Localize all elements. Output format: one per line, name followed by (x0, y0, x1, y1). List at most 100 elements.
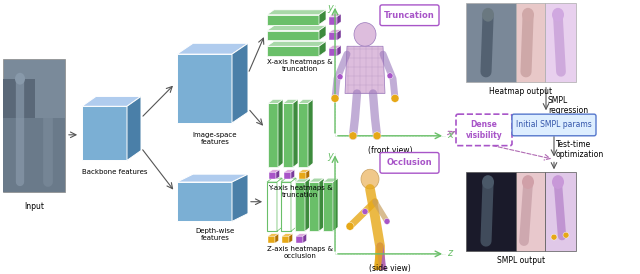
Polygon shape (268, 99, 283, 103)
Circle shape (387, 73, 393, 79)
Polygon shape (268, 103, 278, 167)
Text: Dense
visibility: Dense visibility (466, 120, 502, 139)
Polygon shape (545, 3, 576, 82)
Polygon shape (305, 178, 310, 231)
Ellipse shape (552, 175, 564, 189)
Polygon shape (82, 96, 141, 106)
Text: Occlusion: Occlusion (386, 158, 432, 167)
Polygon shape (269, 172, 276, 179)
Circle shape (362, 209, 368, 215)
Polygon shape (466, 3, 515, 82)
Text: Heatmap output: Heatmap output (490, 87, 552, 96)
Ellipse shape (42, 87, 54, 100)
Polygon shape (309, 178, 324, 182)
Polygon shape (269, 170, 280, 172)
Polygon shape (337, 45, 341, 56)
Polygon shape (319, 10, 326, 25)
Polygon shape (291, 178, 296, 231)
Polygon shape (278, 99, 283, 167)
Polygon shape (177, 43, 248, 54)
Polygon shape (299, 170, 310, 172)
Ellipse shape (482, 8, 494, 22)
Text: x: x (447, 130, 452, 140)
FancyBboxPatch shape (512, 114, 596, 136)
Polygon shape (267, 182, 277, 231)
Polygon shape (293, 99, 298, 167)
Polygon shape (298, 99, 313, 103)
Polygon shape (545, 172, 576, 251)
Polygon shape (282, 236, 289, 243)
Circle shape (349, 132, 357, 140)
Polygon shape (296, 234, 307, 236)
Polygon shape (282, 234, 292, 236)
Ellipse shape (522, 175, 534, 189)
Text: z: z (447, 248, 452, 258)
Polygon shape (277, 178, 282, 231)
Polygon shape (267, 178, 282, 182)
Ellipse shape (482, 175, 494, 189)
Polygon shape (177, 182, 232, 221)
Polygon shape (281, 182, 291, 231)
Polygon shape (268, 234, 278, 236)
Circle shape (373, 132, 381, 140)
Polygon shape (267, 25, 326, 30)
Text: Z-axis heatmaps &
occlusion: Z-axis heatmaps & occlusion (267, 246, 333, 259)
Polygon shape (323, 178, 338, 182)
Ellipse shape (522, 8, 534, 22)
Text: (front view): (front view) (368, 146, 412, 155)
Polygon shape (329, 30, 341, 33)
Polygon shape (275, 234, 278, 243)
Ellipse shape (552, 8, 564, 22)
Polygon shape (82, 106, 127, 160)
Polygon shape (308, 99, 313, 167)
Polygon shape (323, 182, 333, 231)
Polygon shape (276, 170, 280, 179)
Polygon shape (333, 178, 338, 231)
Polygon shape (283, 99, 298, 103)
Polygon shape (267, 15, 319, 25)
FancyBboxPatch shape (380, 5, 439, 25)
Polygon shape (268, 236, 275, 243)
Text: Test-time
optimization: Test-time optimization (556, 140, 604, 159)
Polygon shape (3, 118, 65, 192)
Circle shape (331, 95, 339, 102)
Polygon shape (283, 103, 293, 167)
Text: Input: Input (24, 202, 44, 211)
Polygon shape (306, 170, 310, 179)
Text: y: y (327, 150, 333, 161)
Polygon shape (329, 17, 337, 25)
Polygon shape (267, 41, 326, 46)
Polygon shape (329, 48, 337, 56)
Polygon shape (319, 41, 326, 56)
Ellipse shape (354, 23, 376, 46)
Circle shape (563, 232, 569, 238)
Circle shape (346, 222, 354, 230)
Circle shape (337, 74, 343, 80)
FancyBboxPatch shape (456, 114, 512, 146)
Text: Initial SMPL params: Initial SMPL params (516, 121, 592, 130)
Text: (side view): (side view) (369, 264, 411, 273)
Polygon shape (319, 25, 326, 40)
Polygon shape (345, 46, 385, 93)
Polygon shape (267, 46, 319, 56)
Polygon shape (177, 54, 232, 123)
Polygon shape (177, 174, 248, 182)
Polygon shape (267, 10, 326, 15)
Polygon shape (319, 178, 324, 231)
Polygon shape (515, 3, 545, 82)
Text: y: y (327, 3, 333, 13)
Circle shape (391, 95, 399, 102)
Polygon shape (329, 45, 341, 48)
Polygon shape (329, 33, 337, 40)
Text: SMPL
regression: SMPL regression (548, 96, 588, 115)
Polygon shape (295, 178, 310, 182)
Ellipse shape (15, 73, 25, 85)
Polygon shape (296, 236, 303, 243)
Polygon shape (309, 182, 319, 231)
Polygon shape (3, 59, 65, 192)
Text: Depth-wise
features: Depth-wise features (195, 228, 235, 241)
Polygon shape (284, 170, 294, 172)
Polygon shape (291, 170, 294, 179)
Polygon shape (267, 30, 319, 40)
Text: Y-axis heatmaps &
truncation: Y-axis heatmaps & truncation (268, 185, 332, 198)
